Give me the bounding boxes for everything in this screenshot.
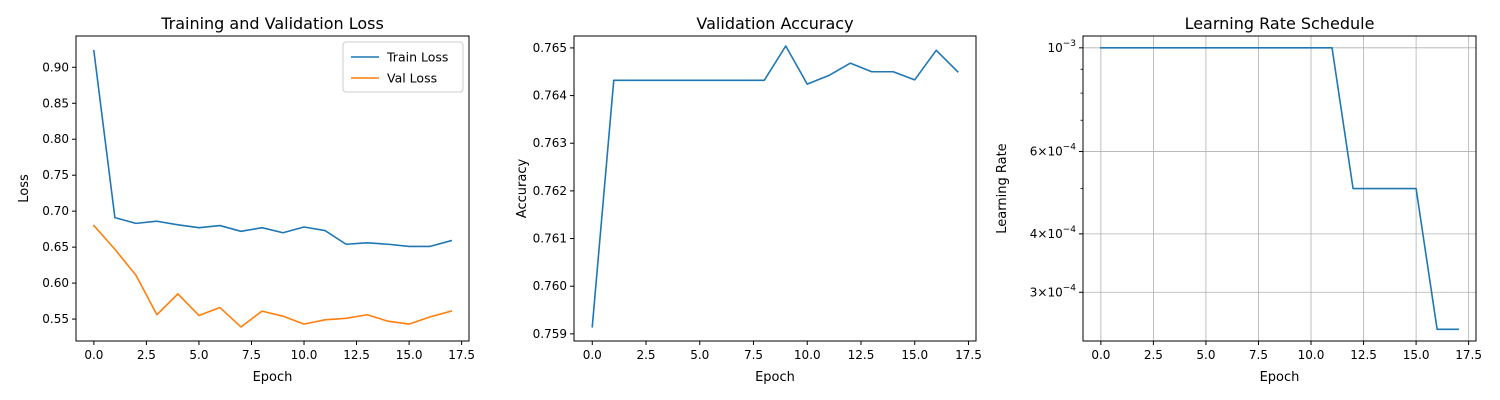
tick-exponent: −3 [1063,39,1076,49]
x-tick-label: 7.5 [242,348,261,362]
tick-base: 10 [1047,145,1062,159]
x-tick-label: 17.5 [955,348,982,362]
tick-times: × [1037,227,1047,241]
chart-panel-3: Learning Rate Schedule 0.0 2.5 5.0 7.5 10.0 12… [995,14,1482,385]
y-axis-label: Learning Rate [995,143,1010,233]
tick-exponent: −4 [1063,283,1077,293]
y-tick-label: 0.90 [42,60,69,74]
x-tick-label: 17.5 [448,348,475,362]
tick-exponent: −4 [1063,143,1077,153]
legend-box [342,41,464,93]
y-tick-label: 4×10−4 [1030,225,1077,241]
axes-frame [75,35,470,342]
axes-frame [1082,35,1477,342]
legend-entry: Val Loss [387,71,437,86]
y-tick-label: 0.765 [533,41,567,55]
y-tick-label: 0.65 [42,240,69,254]
y-tick-label: 3×10−4 [1030,283,1077,299]
y-tick-label: 0.759 [533,327,567,341]
y-axis-label: Loss [17,174,32,203]
y-tick-label: 0.764 [533,89,567,103]
y-tick-label: 0.760 [533,279,567,293]
tick-mantissa: 3 [1030,285,1038,299]
x-tick-label: 10.0 [1298,348,1325,362]
x-axis-label: Epoch [253,370,293,385]
x-tick-label: 12.5 [1350,348,1377,362]
legend-entry: Train Loss [386,50,448,65]
x-tick-label: 2.5 [137,348,156,362]
y-tick-label: 0.80 [42,132,69,146]
tick-exponent: −4 [1063,225,1077,235]
tick-base: 10 [1047,41,1062,55]
x-tick-label: 7.5 [1249,348,1268,362]
series-line-train-loss [92,49,453,248]
tick-base: 10 [1047,285,1062,299]
x-tick-label: 0.0 [84,348,103,362]
chart-title: Training and Validation Loss [160,14,384,33]
x-tick-label: 15.0 [901,348,928,362]
x-tick-label: 7.5 [744,348,763,362]
x-tick-label: 15.0 [396,348,423,362]
y-tick-label: 0.763 [533,136,567,150]
x-tick-label: 5.0 [189,348,208,362]
x-tick-label: 0.0 [1091,348,1110,362]
chart-title: Validation Accuracy [696,14,853,33]
chart-panel-1: Training and Validation Loss 0.0 2.5 5.0 7.5… [17,14,475,385]
x-tick-label: 5.0 [1196,348,1215,362]
y-tick-label: 0.761 [533,232,567,246]
x-tick-label: 5.0 [690,348,709,362]
chart-panel-2: Validation Accuracy 0.0 2.5 5.0 7.5 10.0 12.5 1… [515,14,982,385]
x-tick-label: 10.0 [291,348,318,362]
x-axis-label: Epoch [755,370,795,385]
x-axis-label: Epoch [1260,370,1300,385]
tick-mantissa: 4 [1030,227,1038,241]
tick-times: × [1037,285,1047,299]
x-tick-label: 2.5 [636,348,655,362]
x-tick-label: 2.5 [1144,348,1163,362]
tick-times: × [1037,145,1047,159]
x-tick-label: 0.0 [583,348,602,362]
y-tick-label: 0.70 [42,204,69,218]
y-axis-label: Accuracy [515,159,530,219]
series-line-1 [591,45,959,328]
series-line-val-loss [92,224,453,328]
legend: Train Loss Val Loss [342,41,464,93]
axes-frame [573,35,977,342]
tick-base: 10 [1047,227,1062,241]
x-tick-label: 12.5 [343,348,370,362]
y-tick-label: 0.60 [42,276,69,290]
chart-title: Learning Rate Schedule [1185,14,1375,33]
x-tick-label: 12.5 [848,348,875,362]
y-tick-label: 6×10−4 [1030,143,1077,159]
x-tick-label: 15.0 [1403,348,1430,362]
y-tick-label: 0.75 [42,168,69,182]
y-tick-label: 0.762 [533,184,567,198]
tick-mantissa: 6 [1030,145,1038,159]
y-tick-label: 0.85 [42,96,69,110]
series-line-1 [1100,47,1459,331]
y-tick-label: 0.55 [42,312,69,326]
x-tick-label: 17.5 [1455,348,1482,362]
x-tick-label: 10.0 [794,348,821,362]
y-tick-label: 10−3 [1047,39,1076,55]
